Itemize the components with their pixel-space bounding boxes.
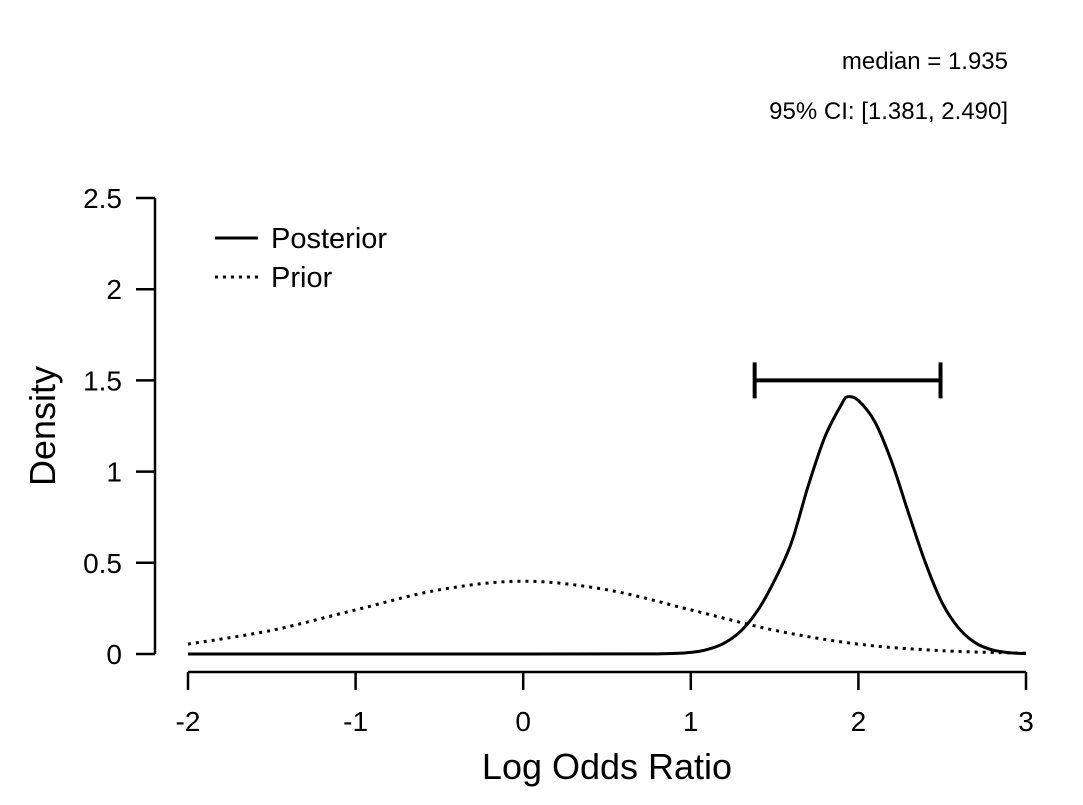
legend-posterior-label: Posterior <box>271 223 387 255</box>
y-tick-label: 2 <box>106 274 122 305</box>
x-tick-label: 3 <box>1018 706 1034 737</box>
legend: Posterior Prior <box>215 223 387 294</box>
x-tick-label: 0 <box>515 706 531 737</box>
median-annotation: median = 1.935 <box>842 48 1008 75</box>
x-tick-label: 1 <box>683 706 699 737</box>
plot-area <box>187 362 1027 656</box>
y-axis-title: Density <box>22 366 63 486</box>
y-axis: 0 0.5 1 1.5 2 2.5 <box>83 183 157 670</box>
x-axis-ticks: -2 -1 0 1 2 3 <box>176 672 1034 737</box>
y-tick-label: 0 <box>106 639 122 670</box>
x-tick-label: -2 <box>176 706 201 737</box>
legend-prior-label: Prior <box>271 262 333 294</box>
x-axis: -2 -1 0 1 2 3 <box>176 670 1034 737</box>
x-axis-title: Log Odds Ratio <box>482 746 732 787</box>
x-tick-label: -1 <box>343 706 368 737</box>
posterior-density-line <box>187 395 1027 656</box>
credible-interval-annotation: 95% CI: [1.381, 2.490] <box>769 98 1008 125</box>
prior-density-line <box>187 579 1027 655</box>
y-axis-ticks: 0 0.5 1 1.5 2 2.5 <box>83 183 155 670</box>
x-tick-label: 2 <box>851 706 867 737</box>
y-tick-label: 2.5 <box>83 183 122 214</box>
y-tick-label: 0.5 <box>83 548 122 579</box>
y-tick-label: 1.5 <box>83 365 122 396</box>
y-tick-label: 1 <box>106 457 122 488</box>
credible-interval-bar <box>752 362 943 399</box>
